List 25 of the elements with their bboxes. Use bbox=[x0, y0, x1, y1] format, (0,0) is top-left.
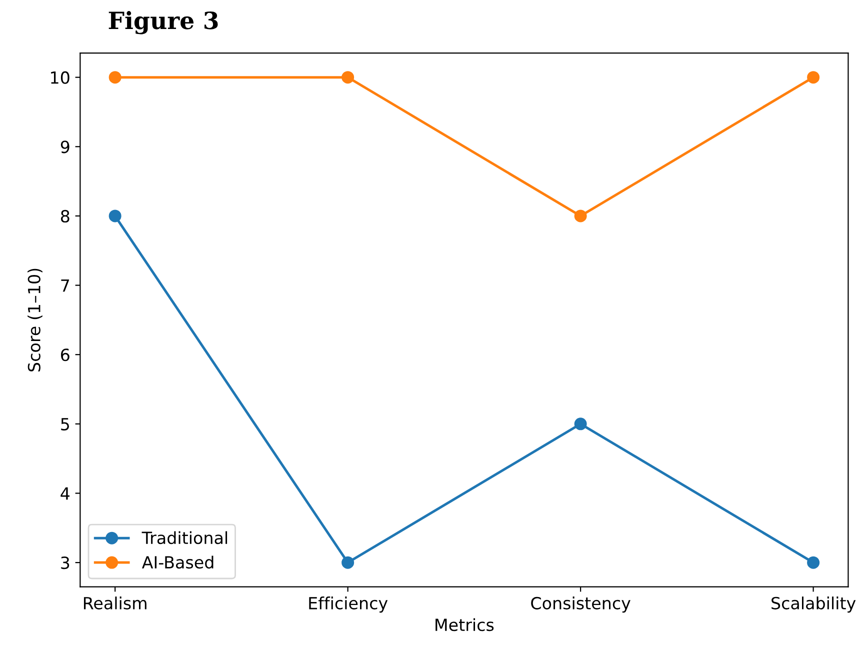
point bbox=[807, 556, 820, 569]
point bbox=[342, 556, 354, 569]
x-tick-label: Efficiency bbox=[309, 596, 388, 613]
legend-label: AI-Based bbox=[142, 556, 214, 569]
y-axis-title: Score (1–10) bbox=[28, 268, 42, 372]
y-tick-label: 8 bbox=[60, 210, 70, 223]
point bbox=[108, 210, 122, 222]
x-tick-label: Realism bbox=[84, 596, 146, 610]
chart-title: Figure 3 bbox=[108, 11, 218, 34]
x-axis-title: Metrics bbox=[436, 618, 494, 632]
y-tick-label: 7 bbox=[61, 279, 70, 292]
x-tick-label: Scalability bbox=[772, 596, 856, 613]
legend-label: Traditional bbox=[142, 531, 228, 544]
point bbox=[574, 418, 587, 430]
x-tick-label: Consistency bbox=[531, 596, 630, 613]
y-tick-label: 6 bbox=[61, 348, 70, 362]
point bbox=[342, 71, 354, 84]
y-tick-label: 4 bbox=[60, 487, 70, 500]
point bbox=[108, 71, 122, 84]
y-tick-label: 9 bbox=[60, 140, 70, 154]
point bbox=[574, 210, 587, 222]
y-tick-label: 5 bbox=[61, 418, 69, 430]
y-tick-label: 10 bbox=[51, 71, 70, 84]
point bbox=[807, 71, 820, 84]
y-tick-label: 3 bbox=[61, 556, 70, 570]
